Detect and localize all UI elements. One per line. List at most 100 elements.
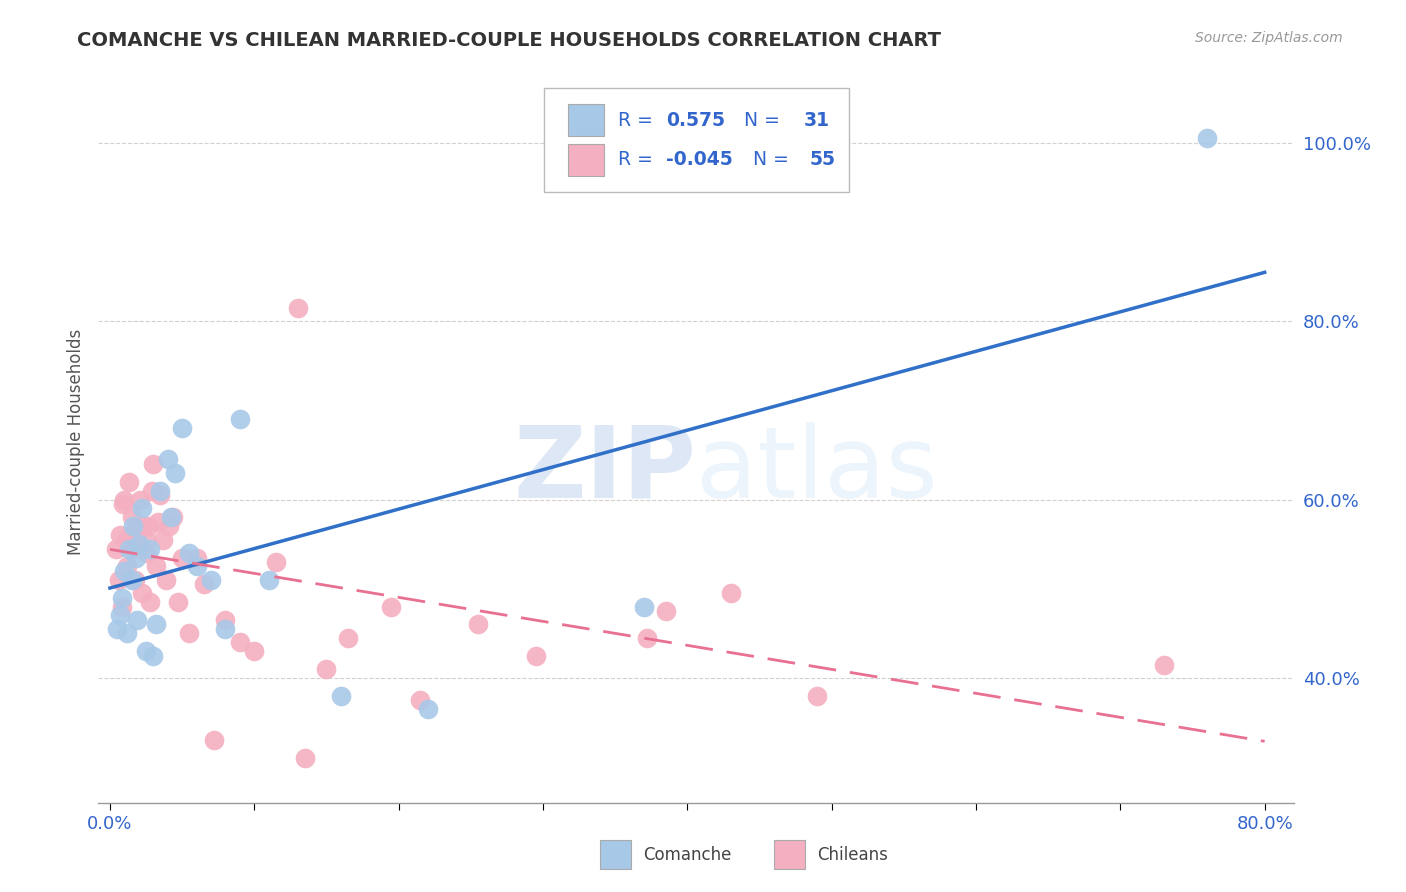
Text: atlas: atlas bbox=[696, 422, 938, 519]
Point bbox=[111, 497, 134, 511]
Bar bbox=[773, 840, 804, 870]
Bar bbox=[600, 840, 631, 870]
Text: N =: N = bbox=[741, 150, 796, 169]
Point bbox=[110, 599, 132, 614]
Point bbox=[142, 648, 165, 663]
Point bbox=[122, 541, 145, 556]
Point bbox=[128, 524, 150, 538]
Point bbox=[118, 475, 141, 489]
Point bbox=[117, 559, 139, 574]
Point bbox=[287, 301, 309, 315]
Point bbox=[107, 573, 129, 587]
Point bbox=[156, 452, 179, 467]
Point bbox=[112, 492, 135, 507]
Point bbox=[125, 537, 148, 551]
Point bbox=[121, 573, 143, 587]
Point bbox=[257, 573, 280, 587]
Point bbox=[129, 492, 152, 507]
Point bbox=[337, 631, 360, 645]
Point bbox=[112, 564, 135, 578]
Point bbox=[214, 613, 236, 627]
Point bbox=[806, 689, 828, 703]
Point bbox=[172, 421, 194, 435]
Point bbox=[127, 613, 149, 627]
Point bbox=[120, 528, 142, 542]
Point bbox=[636, 631, 658, 645]
Point bbox=[264, 555, 287, 569]
Text: 0.575: 0.575 bbox=[666, 111, 725, 129]
Point bbox=[243, 644, 266, 658]
Point bbox=[124, 573, 146, 587]
Bar bbox=[568, 144, 605, 176]
Point bbox=[159, 510, 181, 524]
Point bbox=[1153, 657, 1175, 672]
Point bbox=[179, 546, 201, 560]
Point bbox=[294, 751, 316, 765]
Text: ZIP: ZIP bbox=[513, 422, 696, 519]
Point bbox=[135, 644, 157, 658]
Point bbox=[163, 466, 186, 480]
Point bbox=[633, 599, 655, 614]
Point bbox=[467, 617, 489, 632]
Point bbox=[121, 510, 143, 524]
Text: 55: 55 bbox=[810, 150, 835, 169]
Point bbox=[132, 519, 155, 533]
FancyBboxPatch shape bbox=[544, 87, 849, 193]
Point bbox=[136, 546, 159, 560]
Point bbox=[128, 537, 150, 551]
Point bbox=[315, 662, 337, 676]
Bar bbox=[568, 103, 605, 136]
Point bbox=[380, 599, 402, 614]
Point bbox=[149, 483, 172, 498]
Point bbox=[524, 648, 547, 663]
Point bbox=[162, 510, 184, 524]
Point bbox=[157, 519, 180, 533]
Y-axis label: Married-couple Households: Married-couple Households bbox=[66, 328, 84, 555]
Point bbox=[229, 635, 252, 649]
Point bbox=[105, 622, 128, 636]
Point bbox=[186, 550, 208, 565]
Point bbox=[125, 550, 148, 565]
Point bbox=[131, 501, 153, 516]
Point bbox=[139, 595, 162, 609]
Point bbox=[104, 541, 127, 556]
Point bbox=[416, 702, 439, 716]
Point bbox=[108, 528, 131, 542]
Text: 31: 31 bbox=[804, 111, 830, 129]
Point bbox=[146, 515, 169, 529]
Point bbox=[138, 519, 160, 533]
Point bbox=[329, 689, 352, 703]
Point bbox=[202, 733, 225, 747]
Point bbox=[131, 586, 153, 600]
Point bbox=[229, 412, 252, 426]
Text: R =: R = bbox=[619, 111, 659, 129]
Point bbox=[152, 533, 174, 547]
Point bbox=[409, 693, 432, 707]
Text: Comanche: Comanche bbox=[644, 846, 731, 863]
Point bbox=[142, 457, 165, 471]
Point bbox=[139, 541, 162, 556]
Point bbox=[1195, 131, 1218, 145]
Text: Chileans: Chileans bbox=[817, 846, 887, 863]
Point bbox=[122, 519, 145, 533]
Point bbox=[145, 617, 167, 632]
Point bbox=[214, 622, 236, 636]
Point bbox=[720, 586, 742, 600]
Point bbox=[127, 528, 149, 542]
Point bbox=[117, 626, 139, 640]
Text: COMANCHE VS CHILEAN MARRIED-COUPLE HOUSEHOLDS CORRELATION CHART: COMANCHE VS CHILEAN MARRIED-COUPLE HOUSE… bbox=[77, 31, 942, 50]
Text: R =: R = bbox=[619, 150, 659, 169]
Point bbox=[115, 533, 138, 547]
Text: -0.045: -0.045 bbox=[666, 150, 733, 169]
Point bbox=[193, 577, 215, 591]
Point bbox=[118, 541, 141, 556]
Point bbox=[200, 573, 222, 587]
Point bbox=[172, 550, 194, 565]
Point bbox=[155, 573, 177, 587]
Point bbox=[145, 559, 167, 574]
Point bbox=[654, 604, 676, 618]
Point bbox=[108, 608, 131, 623]
Point bbox=[179, 626, 201, 640]
Point bbox=[166, 595, 188, 609]
Point bbox=[110, 591, 132, 605]
